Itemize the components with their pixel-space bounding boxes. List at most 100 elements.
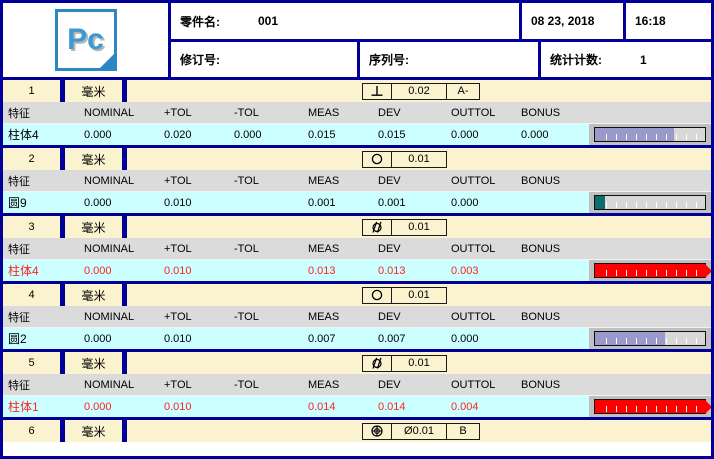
header-row-2: 修订号: 序列号: 统计计数: 1	[171, 42, 711, 77]
feature-control-frame: 0.02 A-	[362, 82, 480, 100]
col-feature: 特征	[8, 175, 30, 188]
nominal-value: 0.000	[84, 400, 112, 413]
meas-value: 0.013	[308, 264, 336, 277]
outtol-value: 0.000	[451, 196, 479, 209]
serial-cell: 序列号:	[357, 42, 538, 77]
outtol-value: 0.000	[451, 332, 479, 345]
report-time: 16:18	[635, 14, 666, 28]
col-bonus: BONUS	[521, 310, 561, 323]
col-plus-tol: +TOL	[164, 310, 192, 323]
deviation-bar-panel	[589, 124, 711, 145]
dev-value: 0.014	[378, 400, 406, 413]
part-name-label: 零件名:	[180, 14, 220, 29]
feature-number: 2	[3, 148, 60, 170]
gdt-tolerance: 0.01	[391, 354, 447, 372]
bar-ticks	[597, 406, 703, 412]
gdt-tolerance: Ø0.01	[391, 422, 447, 440]
bar-ticks	[597, 270, 703, 276]
col-dev: DEV	[378, 242, 401, 255]
feature-block-5: 5 毫米 0.01 特征 NOMINAL +TOL -TOL MEAS DEV …	[3, 349, 711, 417]
header-fields: 零件名: 001 08 23, 2018 16:18 修订号: 序列号:	[171, 3, 711, 77]
gdt-area: 0.01	[127, 216, 711, 238]
col-nominal: NOMINAL	[84, 242, 135, 255]
feature-name: 柱体4	[8, 264, 39, 278]
col-bonus: BONUS	[521, 106, 561, 119]
feature-band: 1 毫米 0.02 A-	[3, 80, 711, 102]
col-minus-tol: -TOL	[234, 242, 259, 255]
column-header-row: 特征 NOMINAL +TOL -TOL MEAS DEV OUTTOL BON…	[3, 170, 711, 192]
col-nominal: NOMINAL	[84, 174, 135, 187]
deviation-bar-panel	[589, 260, 711, 281]
perpendicularity-icon	[362, 82, 392, 100]
col-plus-tol: +TOL	[164, 106, 192, 119]
column-header-row: 特征 NOMINAL +TOL -TOL MEAS DEV OUTTOL BON…	[3, 306, 711, 328]
col-dev: DEV	[378, 310, 401, 323]
feature-control-frame: Ø0.01 B	[362, 422, 480, 440]
position-icon	[362, 422, 392, 440]
deviation-bar-out-of-tol	[594, 263, 711, 278]
gdt-area: 0.01	[127, 148, 711, 170]
col-dev: DEV	[378, 106, 401, 119]
deviation-bar	[594, 331, 706, 346]
col-bonus: BONUS	[521, 174, 561, 187]
gdt-area: Ø0.01 B	[127, 420, 711, 442]
bar-ticks	[597, 134, 703, 140]
part-name-cell: 零件名: 001	[171, 3, 519, 39]
gdt-tolerance: 0.01	[391, 286, 447, 304]
header-spacer	[589, 170, 711, 191]
col-outtol: OUTTOL	[451, 310, 496, 323]
feature-name: 柱体4	[8, 128, 39, 142]
meas-value: 0.015	[308, 128, 336, 141]
report-date: 08 23, 2018	[531, 14, 595, 28]
column-header-row: 特征 NOMINAL +TOL -TOL MEAS DEV OUTTOL BON…	[3, 102, 711, 124]
gdt-area: 0.01	[127, 284, 711, 306]
feature-control-frame: 0.01	[362, 218, 447, 236]
feature-band: 3 毫米 0.01	[3, 216, 711, 238]
column-header-row: 特征 NOMINAL +TOL -TOL MEAS DEV OUTTOL BON…	[3, 238, 711, 260]
feature-block-6: 6 毫米 Ø0.01 B	[3, 417, 711, 442]
dev-value: 0.013	[378, 264, 406, 277]
feature-name: 圆2	[8, 332, 27, 346]
col-minus-tol: -TOL	[234, 174, 259, 187]
circularity-icon	[362, 150, 392, 168]
feature-band: 2 毫米 0.01	[3, 148, 711, 170]
minus-tol-value: 0.000	[234, 128, 262, 141]
col-outtol: OUTTOL	[451, 174, 496, 187]
gdt-tolerance: 0.02	[391, 82, 447, 100]
stat-count-label: 统计计数:	[550, 53, 602, 67]
col-outtol: OUTTOL	[451, 378, 496, 391]
time-cell: 16:18	[623, 3, 711, 39]
col-plus-tol: +TOL	[164, 242, 192, 255]
unit-label: 毫米	[65, 420, 122, 442]
nominal-value: 0.000	[84, 196, 112, 209]
stat-count-value: 1	[640, 52, 647, 67]
header-spacer	[589, 374, 711, 395]
gdt-area: 0.02 A-	[127, 80, 711, 102]
col-meas: MEAS	[308, 378, 340, 391]
revision-label: 修订号:	[180, 53, 220, 67]
circularity-icon	[362, 286, 392, 304]
column-header-row: 特征 NOMINAL +TOL -TOL MEAS DEV OUTTOL BON…	[3, 374, 711, 396]
measurement-row: 圆9 0.000 0.010 0.001 0.001 0.000	[3, 192, 711, 213]
header-spacer	[589, 102, 711, 123]
dev-value: 0.015	[378, 128, 406, 141]
measurement-row-out-of-tolerance: 柱体4 0.000 0.010 0.013 0.013 0.003	[3, 260, 711, 281]
col-plus-tol: +TOL	[164, 378, 192, 391]
feature-number: 6	[3, 420, 60, 442]
feature-band: 6 毫米 Ø0.01 B	[3, 420, 711, 442]
col-minus-tol: -TOL	[234, 378, 259, 391]
feature-control-frame: 0.01	[362, 354, 447, 372]
bonus-value: 0.000	[521, 128, 549, 141]
deviation-bar	[594, 127, 706, 142]
plus-tol-value: 0.010	[164, 332, 192, 345]
col-minus-tol: -TOL	[234, 310, 259, 323]
col-minus-tol: -TOL	[234, 106, 259, 119]
col-nominal: NOMINAL	[84, 106, 135, 119]
deviation-bar	[594, 195, 706, 210]
dev-value: 0.007	[378, 332, 406, 345]
gdt-datum: A-	[446, 82, 480, 100]
outtol-value: 0.000	[451, 128, 479, 141]
gdt-tolerance: 0.01	[391, 150, 447, 168]
nominal-value: 0.000	[84, 264, 112, 277]
